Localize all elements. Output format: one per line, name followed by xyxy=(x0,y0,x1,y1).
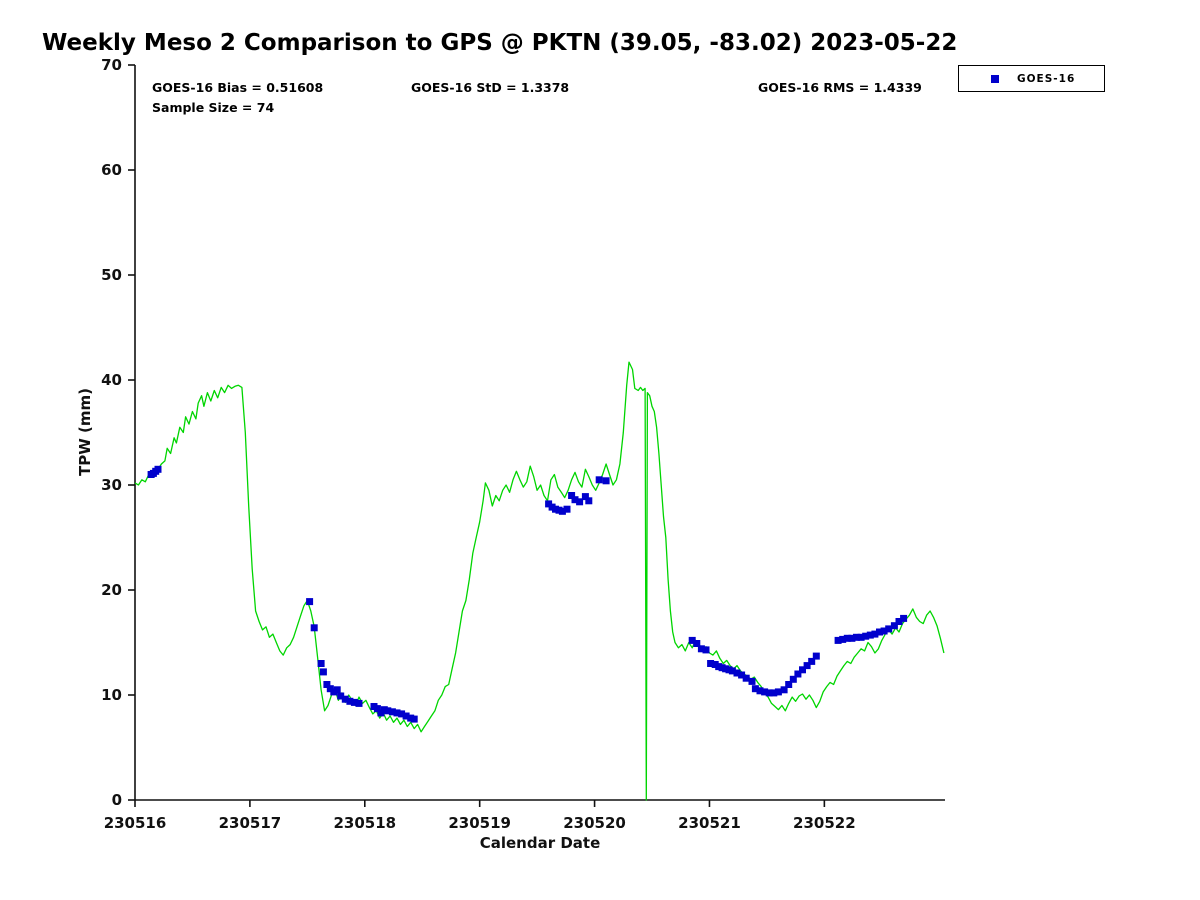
y-tick-label: 20 xyxy=(101,581,122,599)
x-tick-label: 230522 xyxy=(793,814,856,832)
goes16-marker xyxy=(384,707,392,715)
goes16-marker xyxy=(337,692,345,700)
goes16-marker xyxy=(306,598,314,606)
x-tick-label: 230517 xyxy=(219,814,282,832)
goes16-marker xyxy=(748,677,756,685)
goes16-marker xyxy=(812,652,820,660)
stat-rms: GOES-16 RMS = 1.4339 xyxy=(758,80,922,95)
goes16-marker xyxy=(742,674,750,682)
goes16-marker xyxy=(568,492,576,499)
legend: GOES-16 xyxy=(958,65,1105,92)
goes16-marker xyxy=(402,712,410,720)
goes16-marker xyxy=(154,465,162,473)
goes16-marker xyxy=(602,477,610,485)
goes16-marker xyxy=(803,662,811,670)
goes16-marker xyxy=(785,681,793,688)
goes16-marker xyxy=(728,667,736,675)
x-tick-label: 230519 xyxy=(448,814,511,832)
goes16-marker xyxy=(319,668,327,676)
goes16-marker xyxy=(751,685,759,693)
goes16-marker xyxy=(895,618,903,625)
goes16-marker xyxy=(576,498,584,506)
y-tick-label: 70 xyxy=(101,56,122,74)
goes16-marker xyxy=(346,697,354,705)
x-tick-label: 230516 xyxy=(104,814,167,832)
goes16-marker xyxy=(317,660,325,667)
x-axis-label: Calendar Date xyxy=(480,834,601,852)
y-tick-label: 10 xyxy=(101,686,122,704)
stat-std: GOES-16 StD = 1.3378 xyxy=(411,80,570,95)
goes16-marker xyxy=(848,634,856,642)
y-tick-label: 40 xyxy=(101,371,122,389)
goes16-marker xyxy=(808,657,816,665)
goes16-marker xyxy=(876,628,883,636)
goes16-marker xyxy=(410,715,418,723)
goes16-marker xyxy=(702,646,710,654)
goes16-marker xyxy=(697,645,705,653)
goes16-marker xyxy=(563,505,571,513)
goes16-marker xyxy=(765,689,773,697)
goes16-marker xyxy=(707,660,715,667)
goes16-marker xyxy=(341,695,349,703)
goes16-marker xyxy=(350,698,358,706)
goes16-marker xyxy=(843,634,851,642)
y-tick-label: 60 xyxy=(101,161,122,179)
goes16-marker xyxy=(388,708,396,716)
goes16-marker xyxy=(862,632,870,640)
goes16-marker xyxy=(871,630,879,638)
goes16-marker xyxy=(866,631,874,639)
goes16-marker xyxy=(585,497,593,505)
axes: 0 10 20 30 40 50 60 70 230516 230517 230518 230519 2… xyxy=(101,56,945,832)
goes16-marker xyxy=(733,669,741,677)
stat-bias: GOES-16 Bias = 0.51608 xyxy=(152,80,324,95)
goes16-marker xyxy=(756,687,764,695)
y-tick-label: 30 xyxy=(101,476,122,494)
gps-line xyxy=(134,361,945,801)
goes16-marker xyxy=(770,689,778,697)
goes16-marker xyxy=(398,710,406,718)
goes16-marker xyxy=(688,636,696,644)
goes16-marker xyxy=(789,675,797,683)
goes16-marker xyxy=(857,633,865,641)
legend-label: GOES-16 xyxy=(1017,72,1076,85)
goes16-marker xyxy=(839,635,847,643)
goes16-marker xyxy=(774,688,782,696)
goes16-marker xyxy=(880,627,888,635)
y-tick-label: 0 xyxy=(112,791,122,809)
goes16-marker xyxy=(799,666,806,674)
goes16-marker xyxy=(323,681,331,688)
y-axis-label: TPW (mm) xyxy=(76,388,94,476)
x-tick-label: 230521 xyxy=(678,814,741,832)
goes16-marker xyxy=(693,640,701,647)
chart-title: Weekly Meso 2 Comparison to GPS @ PKTN (… xyxy=(42,30,958,56)
goes16-marker xyxy=(558,507,566,515)
x-tick-label: 230520 xyxy=(563,814,626,832)
goes16-marker xyxy=(333,686,341,694)
goes16-marker xyxy=(581,493,589,501)
data-series xyxy=(134,361,945,801)
goes16-marker xyxy=(834,636,842,644)
goes16-marker xyxy=(595,476,603,484)
goes16-marker xyxy=(738,671,746,679)
stat-sample-size: Sample Size = 74 xyxy=(152,100,275,115)
goes16-legend-marker-icon xyxy=(991,74,999,83)
goes16-marker xyxy=(780,686,788,694)
y-tick-label: 50 xyxy=(101,266,122,284)
goes16-marker xyxy=(310,624,318,632)
goes16-marker xyxy=(571,496,579,504)
goes16-marker xyxy=(373,705,381,713)
goes16-marker xyxy=(890,622,898,630)
goes16-marker xyxy=(355,699,363,707)
x-tick-label: 230518 xyxy=(333,814,396,832)
goes16-marker xyxy=(761,688,769,696)
goes16-marker xyxy=(885,625,893,633)
goes16-marker xyxy=(393,709,401,717)
goes16-marker xyxy=(900,614,908,622)
goes16-marker xyxy=(794,670,802,678)
goes16-marker xyxy=(853,633,860,641)
